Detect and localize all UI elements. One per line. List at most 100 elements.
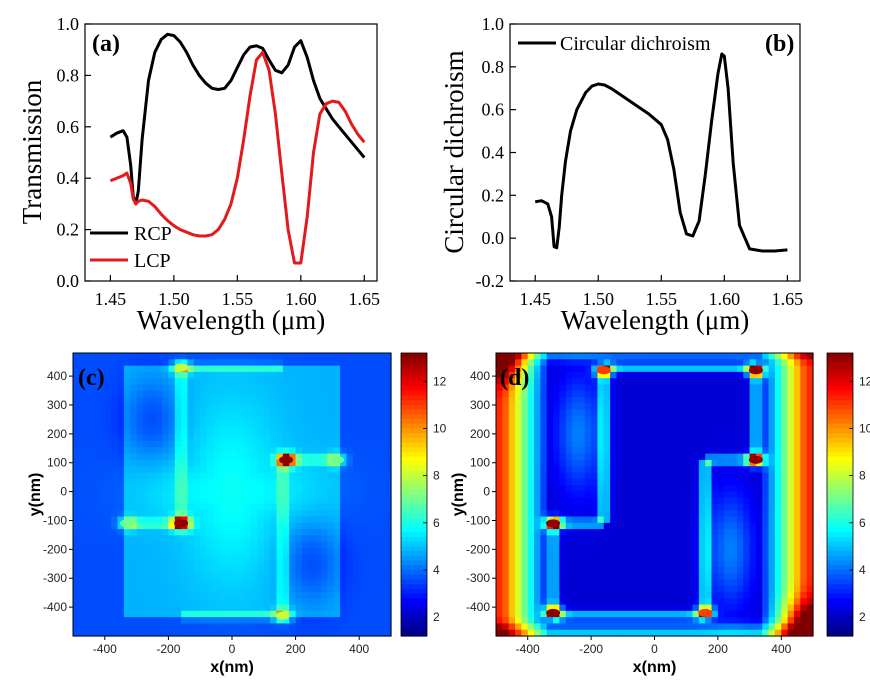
heatmap-cell bbox=[591, 522, 599, 530]
heatmap-cell bbox=[578, 516, 586, 524]
heatmap-cell bbox=[521, 547, 529, 555]
heatmap-cell bbox=[340, 447, 348, 455]
heatmap-cell bbox=[736, 459, 744, 467]
heatmap-cell bbox=[629, 491, 637, 499]
heatmap-cell bbox=[521, 353, 529, 360]
heatmap-cell bbox=[162, 623, 169, 631]
heatmap-cell bbox=[603, 459, 611, 467]
heatmap-cell bbox=[206, 485, 214, 492]
heatmap-cell bbox=[508, 541, 516, 549]
heatmap-cell bbox=[527, 409, 535, 417]
heatmap-cell bbox=[534, 428, 541, 436]
heatmap-cell bbox=[187, 598, 195, 606]
heatmap-cell bbox=[117, 428, 125, 436]
heatmap-cell bbox=[584, 547, 592, 555]
heatmap-cell bbox=[508, 629, 516, 637]
heatmap-cell bbox=[749, 629, 757, 637]
heatmap-cell bbox=[117, 503, 125, 511]
heatmap-cell bbox=[352, 485, 360, 492]
heatmap-cell bbox=[232, 535, 239, 543]
heatmap-cell bbox=[755, 353, 763, 360]
heatmap-cell bbox=[340, 359, 348, 367]
heatmap-cell bbox=[698, 353, 706, 360]
heatmap-cell bbox=[251, 415, 259, 423]
heatmap-cell bbox=[806, 422, 814, 430]
heatmap-cell bbox=[565, 365, 573, 373]
heatmap-cell bbox=[219, 478, 227, 486]
colorbar-segment bbox=[827, 452, 853, 458]
heatmap-cell bbox=[384, 585, 392, 593]
heatmap-cell bbox=[781, 434, 789, 442]
heatmap-cell bbox=[654, 585, 662, 593]
heatmap-cell bbox=[181, 503, 189, 511]
heatmap-cell bbox=[793, 365, 801, 373]
heatmap-cell bbox=[787, 535, 795, 543]
heatmap-cell bbox=[572, 585, 580, 593]
heatmap-cell bbox=[206, 472, 214, 480]
heatmap-cell bbox=[705, 365, 713, 373]
heatmap-cell bbox=[321, 535, 328, 543]
heatmap-cell bbox=[787, 378, 795, 386]
heatmap-cell bbox=[787, 397, 795, 404]
heatmap-cell bbox=[206, 378, 214, 386]
heatmap-cell bbox=[321, 623, 328, 631]
heatmap-cell bbox=[521, 591, 529, 599]
heatmap-cell bbox=[743, 478, 751, 486]
heatmap-cell bbox=[238, 466, 246, 474]
heatmap-cell bbox=[622, 441, 630, 448]
heatmap-cell bbox=[540, 378, 548, 386]
heatmap-cell bbox=[225, 390, 233, 398]
heatmap-cell bbox=[622, 365, 630, 373]
heatmap-cell bbox=[263, 491, 271, 499]
heatmap-cell bbox=[244, 478, 252, 486]
heatmap-cell bbox=[282, 384, 290, 392]
heatmap-cell bbox=[502, 535, 510, 543]
heatmap-cell bbox=[378, 579, 386, 587]
heatmap-cell bbox=[546, 591, 554, 599]
heatmap-cell bbox=[359, 522, 367, 530]
heatmap-cell bbox=[149, 610, 157, 618]
heatmap-cell bbox=[711, 522, 719, 530]
heatmap-cell bbox=[654, 466, 662, 474]
heatmap-cell bbox=[206, 409, 214, 417]
heatmap-cell bbox=[679, 384, 687, 392]
heatmap-cell bbox=[762, 598, 770, 606]
heatmap-cell bbox=[104, 472, 112, 480]
heatmap-cell bbox=[654, 629, 662, 637]
heatmap-cell bbox=[496, 365, 503, 373]
heatmap-cell bbox=[346, 447, 354, 455]
heatmap-cell bbox=[610, 472, 618, 480]
heatmap-cell bbox=[98, 617, 106, 625]
heatmap-cell bbox=[111, 466, 119, 474]
heatmap-cell bbox=[521, 478, 529, 486]
heatmap-cell bbox=[359, 422, 367, 430]
heatmap-cell bbox=[736, 359, 744, 367]
heatmap-cell bbox=[800, 397, 808, 404]
colorbar-segment bbox=[401, 522, 427, 529]
heatmap-cell bbox=[711, 359, 719, 367]
colorbar-segment bbox=[827, 631, 853, 637]
heatmap-cell bbox=[787, 554, 795, 562]
heatmap-cell bbox=[736, 566, 744, 574]
colorbar-frame bbox=[826, 352, 854, 637]
heatmap-cell bbox=[276, 428, 284, 436]
heatmap-cell bbox=[591, 403, 599, 411]
heatmap-cell bbox=[212, 434, 220, 442]
heatmap-cell bbox=[244, 459, 252, 467]
hotspot-mark bbox=[748, 366, 763, 375]
heatmap-cell bbox=[321, 617, 328, 625]
heatmap-cell bbox=[629, 409, 637, 417]
heatmap-cell bbox=[378, 585, 386, 593]
heatmap-cell bbox=[762, 409, 770, 417]
heatmap-cell bbox=[181, 353, 189, 360]
heatmap-cell bbox=[295, 522, 303, 530]
heatmap-cell bbox=[717, 409, 725, 417]
heatmap-cell bbox=[692, 510, 700, 518]
heatmap-cell bbox=[800, 378, 808, 386]
heatmap-cell bbox=[117, 547, 125, 555]
heatmap-cell bbox=[270, 629, 278, 637]
heatmap-cell bbox=[603, 447, 611, 455]
heatmap-cell bbox=[111, 409, 119, 417]
heatmap-cell bbox=[717, 459, 725, 467]
heatmap-cell bbox=[679, 566, 687, 574]
